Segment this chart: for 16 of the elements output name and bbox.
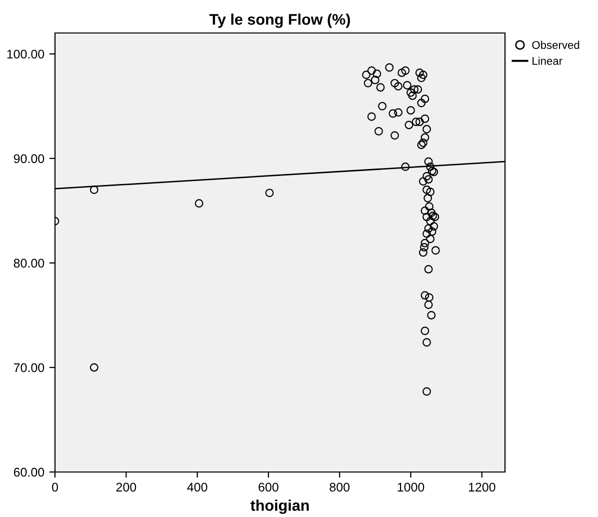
legend-label: Linear — [532, 56, 562, 65]
x-tick-label: 0 — [52, 482, 58, 492]
y-tick-label: 70.00 — [14, 363, 44, 372]
x-tick-label: 1000 — [398, 482, 424, 492]
y-tick-label: 100.00 — [7, 50, 44, 59]
x-tick-label: 200 — [116, 482, 136, 492]
x-axis-title: thoigian — [250, 500, 309, 514]
y-tick-label: 80.00 — [14, 258, 44, 268]
chart-title: Ty le song Flow (%) — [209, 14, 350, 28]
x-tick-label: 800 — [330, 482, 350, 492]
legend-label: Observed — [532, 40, 580, 49]
x-tick-label: 600 — [258, 482, 278, 492]
y-tick-label: 60.00 — [14, 468, 44, 477]
x-tick-label: 400 — [187, 482, 208, 492]
x-tick-label: 1200 — [468, 482, 496, 492]
y-tick-label: 90.00 — [14, 154, 44, 164]
